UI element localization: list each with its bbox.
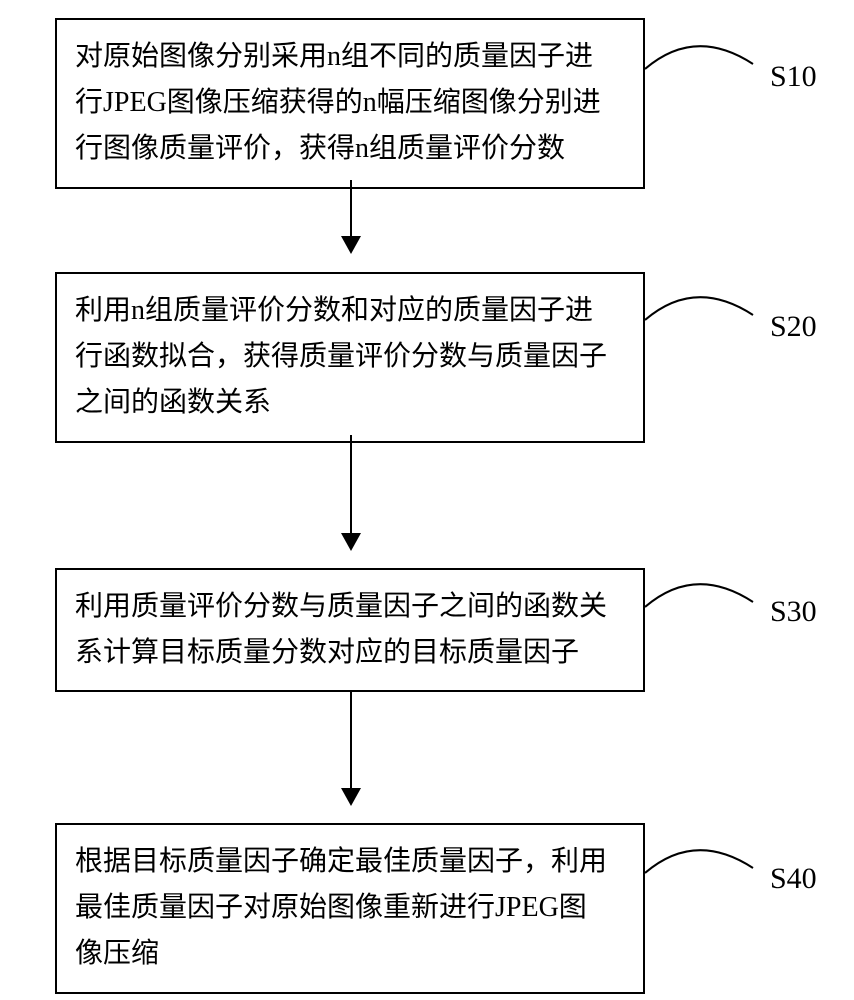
step-text-line: 利用n组质量评价分数和对应的质量因子进: [75, 288, 625, 334]
step-label-1: S10: [770, 60, 817, 94]
connector-curve-4: [645, 838, 765, 908]
flow-step-2: 利用n组质量评价分数和对应的质量因子进 行函数拟合，获得质量评价分数与质量因子 …: [55, 272, 645, 443]
step-text-line: 行函数拟合，获得质量评价分数与质量因子: [75, 334, 625, 380]
step-label-4: S40: [770, 862, 817, 896]
connector-curve-1: [645, 34, 765, 104]
step-text-line: 最佳质量因子对原始图像重新进行JPEG图: [75, 885, 625, 931]
connector-curve-3: [645, 572, 765, 642]
step-text-line: 利用质量评价分数与质量因子之间的函数关: [75, 584, 625, 630]
step-text-line: 行JPEG图像压缩获得的n幅压缩图像分别进: [75, 80, 625, 126]
step-label-3: S30: [770, 595, 817, 629]
step-text-line: 像压缩: [75, 931, 625, 977]
step-label-2: S20: [770, 310, 817, 344]
connector-curve-2: [645, 285, 765, 355]
step-text-line: 之间的函数关系: [75, 380, 625, 426]
step-text-line: 根据目标质量因子确定最佳质量因子，利用: [75, 839, 625, 885]
step-text-line: 系计算目标质量分数对应的目标质量因子: [75, 630, 625, 676]
step-text-line: 行图像质量评价，获得n组质量评价分数: [75, 126, 625, 172]
step-text-line: 对原始图像分别采用n组不同的质量因子进: [75, 34, 625, 80]
flow-step-4: 根据目标质量因子确定最佳质量因子，利用 最佳质量因子对原始图像重新进行JPEG图…: [55, 823, 645, 994]
flow-step-1: 对原始图像分别采用n组不同的质量因子进 行JPEG图像压缩获得的n幅压缩图像分别…: [55, 18, 645, 189]
flow-step-3: 利用质量评价分数与质量因子之间的函数关 系计算目标质量分数对应的目标质量因子: [55, 568, 645, 692]
